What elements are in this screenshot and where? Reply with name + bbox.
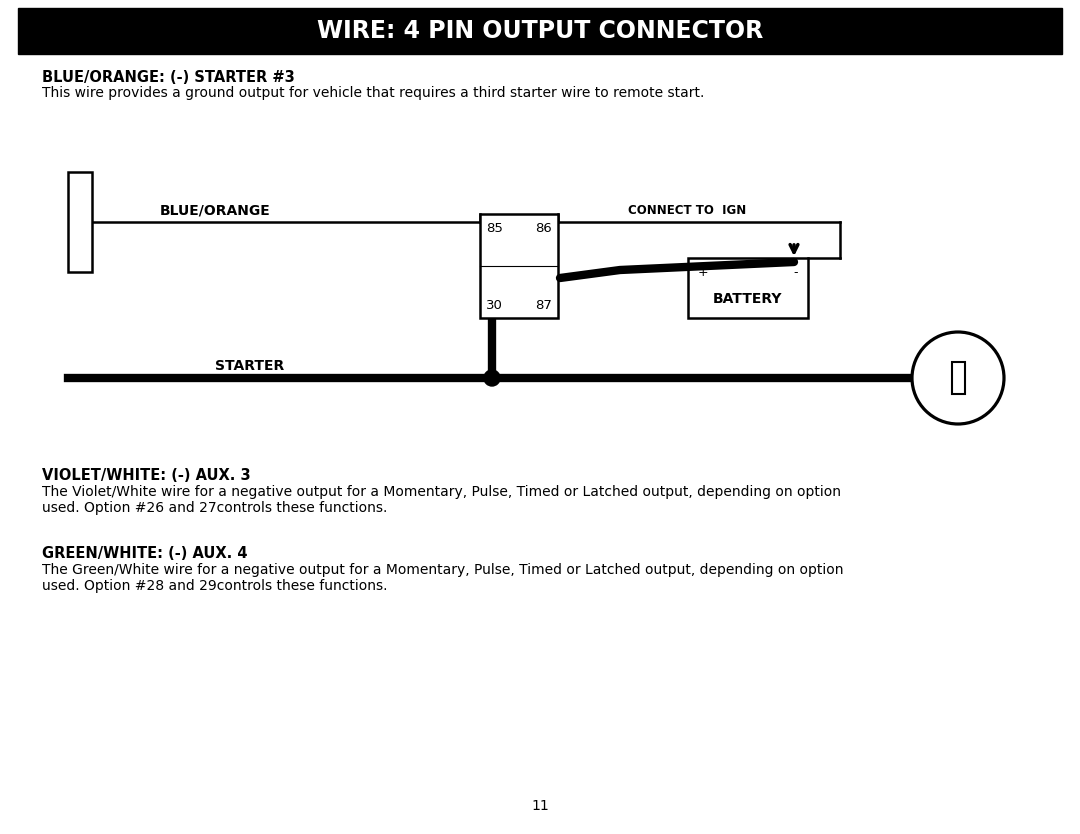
Circle shape [484, 370, 500, 386]
Text: +: + [698, 266, 708, 279]
Bar [68, 172, 92, 272]
Bar [18, 8, 1062, 54]
Text: GREEN/WHITE: (-) AUX. 4: GREEN/WHITE: (-) AUX. 4 [42, 546, 247, 561]
Text: -: - [794, 266, 798, 279]
Text: BLUE/ORANGE: (-) STARTER #3: BLUE/ORANGE: (-) STARTER #3 [42, 70, 295, 85]
Text: BLUE/ORANGE: BLUE/ORANGE [160, 203, 271, 217]
Text: CONNECT TO  IGN: CONNECT TO IGN [627, 204, 746, 217]
Text: BATTERY: BATTERY [713, 292, 783, 306]
Text: The Violet/White wire for a negative output for a Momentary, Pulse, Timed or Lat: The Violet/White wire for a negative out… [42, 485, 841, 515]
Text: STARTER: STARTER [215, 359, 284, 373]
Circle shape [912, 332, 1004, 424]
Text: 86: 86 [536, 222, 552, 235]
Bar [688, 258, 808, 318]
Text: This wire provides a ground output for vehicle that requires a third starter wir: This wire provides a ground output for v… [42, 86, 704, 100]
Bar [951, 362, 964, 394]
Bar [480, 214, 558, 318]
Text: 87: 87 [535, 299, 552, 312]
Text: 11: 11 [531, 799, 549, 813]
Text: 85: 85 [486, 222, 503, 235]
Text: WIRE: 4 PIN OUTPUT CONNECTOR: WIRE: 4 PIN OUTPUT CONNECTOR [316, 19, 764, 43]
Text: 30: 30 [486, 299, 503, 312]
Text: The Green/White wire for a negative output for a Momentary, Pulse, Timed or Latc: The Green/White wire for a negative outp… [42, 563, 843, 593]
Text: VIOLET/WHITE: (-) AUX. 3: VIOLET/WHITE: (-) AUX. 3 [42, 468, 251, 483]
